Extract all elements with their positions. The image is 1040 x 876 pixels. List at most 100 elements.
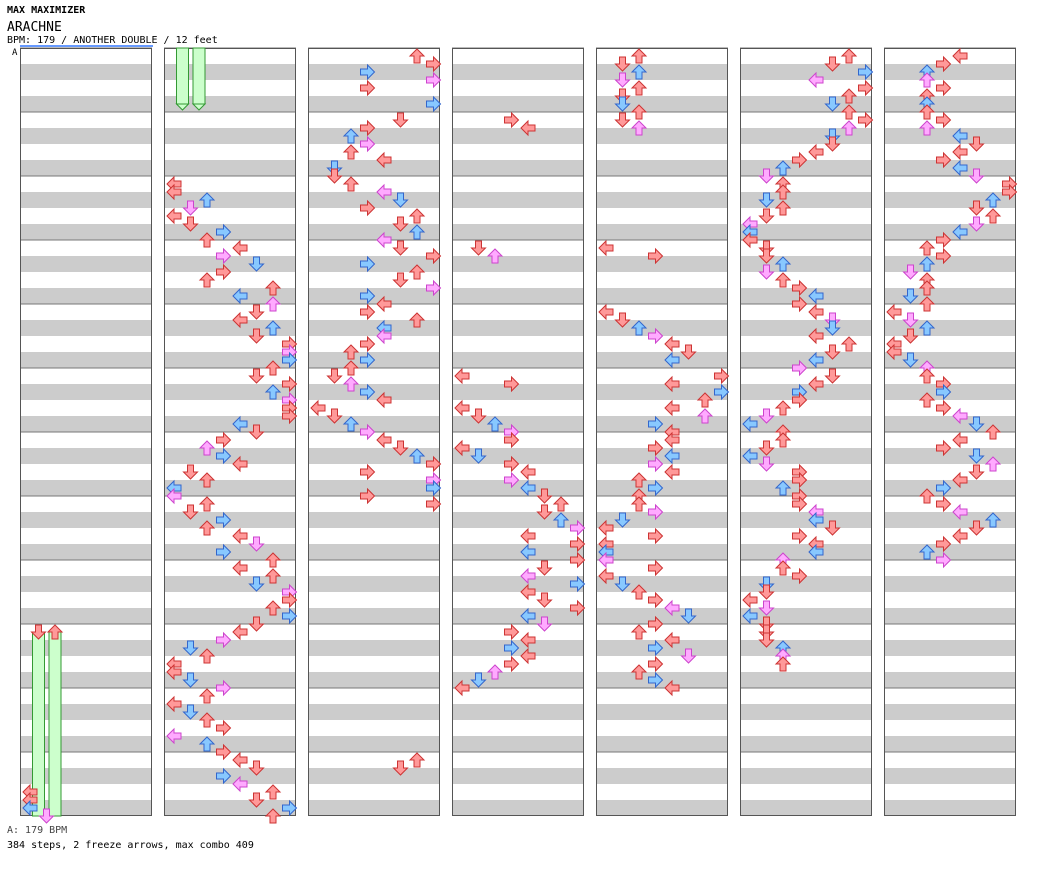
beat-band [596,128,728,144]
beat-band [884,768,1016,784]
step-arrow-up [918,256,936,272]
beat-band [452,96,584,112]
step-arrow-up [198,520,216,536]
step-arrow-down [680,344,697,360]
step-arrow-up [264,320,282,336]
step-arrow-down [758,600,775,616]
beat-band [452,576,584,592]
bpm-marker: A [12,48,18,58]
beat-band [740,288,872,304]
step-arrow-up [198,648,216,664]
step-arrow-up [552,512,570,528]
step-arrow-up [918,104,936,120]
step-arrow-down [182,200,199,216]
step-arrow-right [426,455,442,473]
step-arrow-right [792,527,808,545]
step-arrow-right [216,679,232,697]
beat-band [596,96,728,112]
step-arrow-left [952,503,968,521]
step-arrow-left [952,431,968,449]
step-arrow-up [198,272,216,288]
step-arrow-right [648,671,664,689]
step-arrow-right [504,111,520,129]
column-border [20,48,152,816]
step-arrow-down [758,192,775,208]
step-arrow-up [774,160,792,176]
step-arrow-right [648,439,664,457]
step-arrow-left [808,327,824,345]
step-arrow-right [360,303,376,321]
beat-band [308,768,440,784]
beat-band [452,64,584,80]
step-arrow-right [360,199,376,217]
step-arrow-left [808,143,824,161]
step-arrow-up [408,448,426,464]
step-arrow-left [166,487,182,505]
step-arrow-down [470,448,487,464]
step-arrow-right [858,111,874,129]
beat-band [308,160,440,176]
freeze-tail [191,103,207,111]
step-arrow-down [536,504,553,520]
step-arrow-right [936,535,952,553]
step-arrow-left [376,391,392,409]
step-arrow-left [598,303,614,321]
step-arrow-up [840,88,858,104]
step-arrow-left [454,367,470,385]
beat-band [20,608,152,624]
step-arrow-left [166,207,182,225]
step-arrow-left [232,775,248,793]
beat-band [20,256,152,272]
step-arrow-up [630,664,648,680]
beat-band [452,544,584,560]
step-arrow-down [902,288,919,304]
step-arrow-left [232,623,248,641]
step-arrow-right [648,415,664,433]
beat-band [20,448,152,464]
footer-stats: 384 steps, 2 freeze arrows, max combo 40… [7,840,254,851]
step-arrow-up [774,656,792,672]
step-arrow-right [792,567,808,585]
step-arrow-left [22,799,38,817]
step-arrow-right [792,151,808,169]
step-arrow-left [232,311,248,329]
step-arrow-up [264,784,282,800]
beat-band [884,320,1016,336]
step-arrow-right [792,295,808,313]
beat-band [20,480,152,496]
step-arrow-up [264,280,282,296]
step-arrow-up [198,496,216,512]
beat-band [884,416,1016,432]
step-arrow-left [232,559,248,577]
beat-band [740,576,872,592]
step-arrow-up [918,296,936,312]
beat-band [740,160,872,176]
step-arrow-right [936,111,952,129]
beat-band [308,640,440,656]
step-arrow-down [536,616,553,632]
step-arrow-up [774,256,792,272]
beat-band [308,704,440,720]
step-arrow-down [182,504,199,520]
step-arrow-down [614,112,631,128]
beat-band [884,224,1016,240]
beat-band [164,192,296,208]
beat-band [596,64,728,80]
step-arrow-down [326,368,343,384]
step-arrow-up [774,272,792,288]
step-arrow-right [648,655,664,673]
step-arrow-down [758,408,775,424]
step-arrow-left [376,183,392,201]
beat-band [740,128,872,144]
step-arrow-left [376,295,392,313]
step-arrow-right [282,607,298,625]
step-arrow-left [742,415,758,433]
beat-band [164,704,296,720]
step-arrow-left [664,375,680,393]
beat-band [164,320,296,336]
step-arrow-left [520,583,536,601]
step-arrow-right [504,431,520,449]
step-arrow-down [614,576,631,592]
step-arrow-up [264,568,282,584]
step-arrow-down [758,168,775,184]
